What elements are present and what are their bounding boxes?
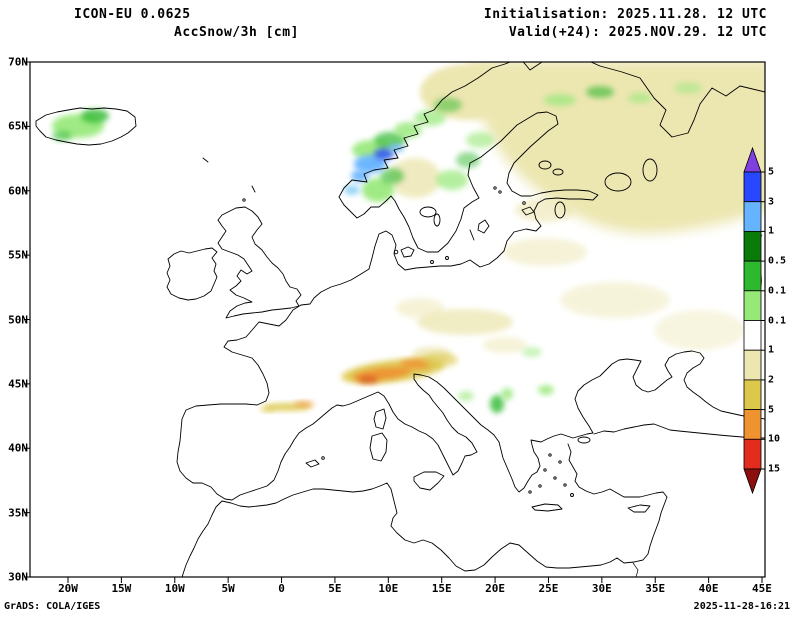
lon-tick-label: 20E bbox=[485, 582, 505, 595]
colorbar-label: 1 bbox=[768, 225, 775, 237]
colorbar-label: 1 bbox=[768, 344, 775, 356]
lat-tick-label: 70N bbox=[8, 55, 28, 69]
colorbar-label: 0.1 bbox=[768, 285, 787, 297]
lat-tick-label: 65N bbox=[8, 119, 28, 133]
colorbar bbox=[743, 146, 765, 495]
colorbar-label: 10 bbox=[768, 433, 781, 445]
lat-tick-label: 60N bbox=[8, 184, 28, 198]
lon-tick-label: 10E bbox=[378, 582, 399, 595]
lon-tick-label: 40E bbox=[698, 582, 719, 595]
lon-tick-label: 25E bbox=[538, 582, 559, 595]
lon-tick-label: 15E bbox=[431, 582, 452, 595]
lon-tick-label: 15W bbox=[111, 582, 132, 595]
lat-tick-label: 30N bbox=[8, 570, 28, 584]
lon-tick-label: 30E bbox=[591, 582, 612, 595]
valid-time: Valid(+24): 2025.NOV.29. 12 UTC bbox=[508, 25, 767, 40]
lon-tick-label: 10W bbox=[164, 582, 185, 595]
lon-tick-label: 5E bbox=[328, 582, 342, 595]
colorbar-label: 2 bbox=[768, 374, 775, 386]
lon-tick-label: 20W bbox=[58, 582, 78, 595]
colorbar-label: 15 bbox=[768, 463, 781, 475]
colorbar-label: 0.5 bbox=[768, 255, 787, 267]
variable-title: AccSnow/3h [cm] bbox=[174, 25, 299, 40]
axis-ticks bbox=[24, 61, 763, 583]
lat-tick-label: 50N bbox=[8, 313, 28, 326]
snow-shading-layer bbox=[52, 62, 765, 413]
lon-tick-label: 0 bbox=[278, 582, 285, 595]
lat-tick-label: 35N bbox=[8, 506, 28, 520]
creation-timestamp: 2025-11-28-16:21 bbox=[693, 601, 790, 612]
colorbar-label: 3 bbox=[768, 196, 775, 208]
model-title: ICON-EU 0.0625 bbox=[74, 7, 191, 22]
lon-tick-label: 45E bbox=[752, 582, 772, 595]
lon-tick-label: 35E bbox=[645, 582, 666, 595]
colorbar-label: 5 bbox=[768, 166, 775, 178]
grads-credit: GrADS: COLA/IGES bbox=[4, 601, 101, 612]
lat-tick-label: 45N bbox=[8, 377, 28, 391]
lat-tick-label: 40N bbox=[8, 441, 28, 455]
lat-tick-label: 55N bbox=[8, 248, 28, 262]
lon-tick-label: 5W bbox=[221, 582, 235, 595]
colorbar-label: 5 bbox=[768, 404, 775, 416]
colorbar-label: 0.1 bbox=[768, 315, 787, 326]
coastline-layer bbox=[35, 62, 765, 577]
initialisation-time: Initialisation: 2025.11.28. 12 UTC bbox=[483, 7, 767, 22]
